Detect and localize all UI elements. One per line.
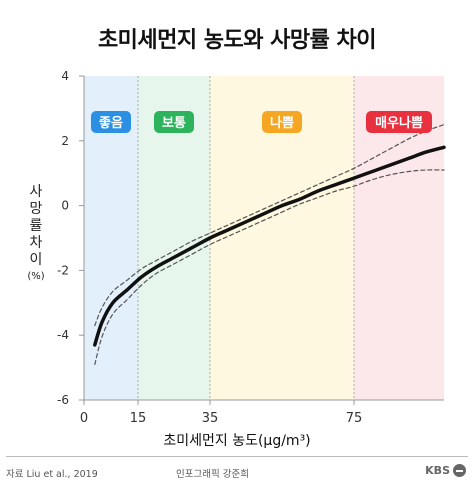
zone-badge-label-3: 매우나쁨	[375, 115, 423, 131]
zone-badge-3	[366, 111, 432, 133]
footer-divider	[6, 456, 468, 457]
axis-layer: 4 2 0 -2 -4 -6 0 15 35 75	[57, 69, 444, 426]
y-tick-label-3: -2	[57, 263, 69, 277]
y-axis-unit: (%)	[27, 271, 45, 282]
x-tick-label-0: 0	[80, 411, 88, 426]
zone-badge-2	[262, 111, 302, 133]
y-axis-label-char-1: 망	[29, 201, 43, 217]
zone-badge-label-0: 좋음	[99, 115, 123, 131]
chart-title: 초미세먼지 농도와 사망률 차이	[97, 28, 377, 53]
x-axis-label: 초미세먼지 농도(μg/m³)	[163, 433, 311, 449]
series-line-estimate	[93, 145, 446, 347]
badge-layer: 좋음 보통 나쁨 매우나쁨	[91, 111, 432, 133]
footer: 자료 Liu et al., 2019 인포그래픽 강준희 KBS	[0, 456, 474, 496]
series-line-lower	[94, 169, 445, 365]
y-tick-label-0: 4	[61, 69, 69, 83]
y-axis-label-char-2: 률	[29, 218, 43, 234]
y-axis-label-char-4: 차	[29, 235, 43, 251]
lines-layer	[93, 124, 446, 365]
zone-badge-label-2: 나쁨	[270, 115, 294, 131]
logo-mark-icon	[453, 464, 466, 477]
x-tick-label-1: 15	[130, 411, 147, 426]
y-axis-label-char-0: 사	[29, 184, 43, 200]
zone-badge-label-1: 보통	[162, 116, 186, 131]
zone-badge-0	[91, 111, 131, 133]
kbs-logo: KBS	[425, 464, 466, 477]
zone-badge-1	[154, 111, 194, 133]
y-tick-label-5: -6	[57, 393, 69, 407]
credit-text: 인포그래픽 강준희	[176, 469, 249, 480]
y-tick-label-4: -4	[57, 328, 69, 342]
y-tick-label-2: 0	[61, 199, 69, 213]
y-tick-label-1: 2	[61, 134, 69, 148]
y-axis-label-char-5: 이	[29, 252, 43, 268]
series-line-upper	[94, 124, 445, 327]
logo-text: KBS	[425, 464, 450, 477]
x-tick-label-2: 35	[202, 411, 219, 426]
x-tick-label-3: 75	[346, 411, 363, 426]
source-text: 자료 Liu et al., 2019	[6, 469, 98, 480]
